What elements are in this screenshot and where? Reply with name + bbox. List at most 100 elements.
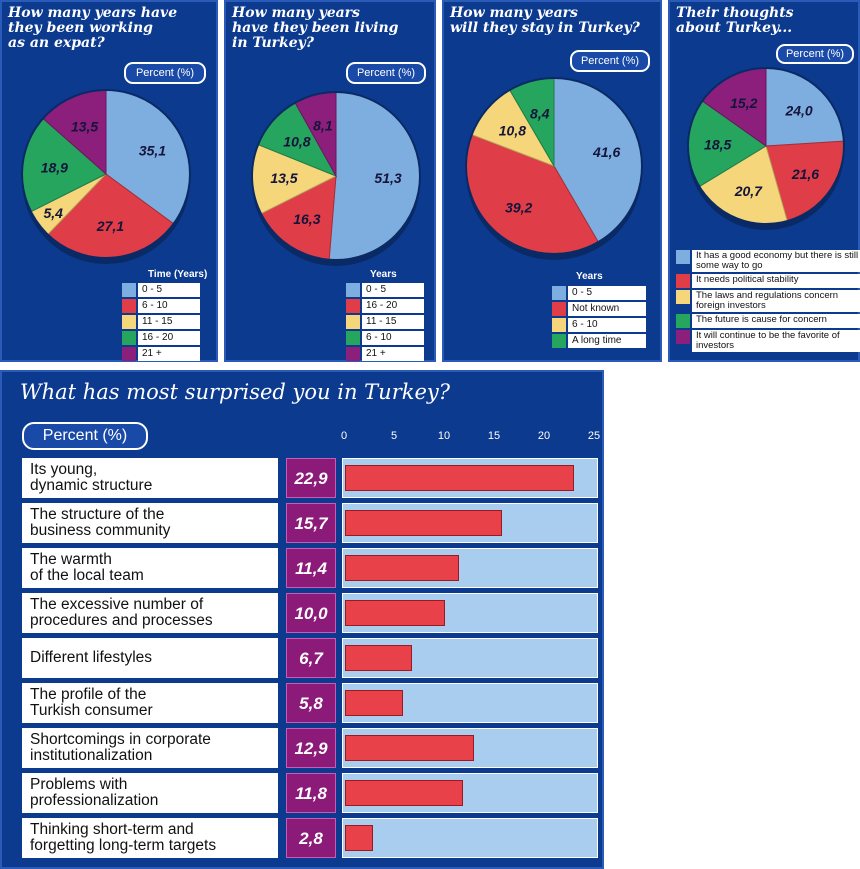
pie-slice-label: 20,7 xyxy=(734,183,763,199)
percent-pill: Percent (%) xyxy=(346,62,426,84)
pie-slice-label: 10,8 xyxy=(283,134,310,150)
bar-track xyxy=(342,593,598,633)
bar-value-label: 2,8 xyxy=(286,818,336,858)
pie-panel-living-years: How many years have they been living in … xyxy=(224,0,436,362)
bar-track xyxy=(342,638,598,678)
pie-slice-label: 13,5 xyxy=(71,119,98,135)
legend-item: The laws and regulations concern foreign… xyxy=(676,290,860,312)
legend-item: It will continue to be the favorite of i… xyxy=(676,330,860,352)
legend-label: It has a good economy but there is still… xyxy=(692,250,860,272)
legend-label: It will continue to be the favorite of i… xyxy=(692,330,860,352)
legend-label: Not known xyxy=(568,302,646,316)
bar-category-label: The structure of the business community xyxy=(22,503,278,543)
pie-slice-label: 35,1 xyxy=(139,143,166,159)
legend-item: 11 - 15 xyxy=(346,315,424,329)
legend-label: 11 - 15 xyxy=(362,315,424,329)
pie-slice-label: 39,2 xyxy=(505,200,532,216)
pie-chart-thoughts: 24,0 21,6 20,7 18,5 15,2 xyxy=(687,67,845,230)
legend-item: 0 - 5 xyxy=(552,286,646,300)
pie-panel-thoughts: Their thoughts about Turkey... Percent (… xyxy=(668,0,860,362)
legend: It has a good economy but there is still… xyxy=(676,250,860,354)
bar-category-label: The excessive number of procedures and p… xyxy=(22,593,278,633)
legend-swatch xyxy=(346,331,360,345)
legend-label: 21 + xyxy=(362,347,424,361)
legend-swatch xyxy=(676,330,690,344)
bar-category-label: The warmth of the local team xyxy=(22,548,278,588)
legend-swatch xyxy=(122,331,136,345)
legend: 0 - 5 Not known 6 - 10 A long time xyxy=(552,286,646,350)
legend-item: It needs political stability xyxy=(676,274,860,288)
pie-outline xyxy=(251,91,421,261)
bar-track xyxy=(342,728,598,768)
bar-value-label: 12,9 xyxy=(286,728,336,768)
pie-chart-work-years: 35,1 27,1 5,4 18,9 13,5 xyxy=(21,89,191,264)
pie-slice-label: 51,3 xyxy=(374,170,401,186)
pie-title: How many years will they stay in Turkey? xyxy=(450,5,640,36)
legend-title: Years xyxy=(370,269,397,280)
bar xyxy=(345,825,373,851)
pie-slice-label: 5,4 xyxy=(44,205,64,221)
legend-swatch xyxy=(552,318,566,332)
axis-tick-label: 10 xyxy=(437,430,451,442)
pie-slice-label: 21,6 xyxy=(791,166,819,182)
legend-item: Not known xyxy=(552,302,646,316)
legend-label: 6 - 10 xyxy=(568,318,646,332)
legend-swatch xyxy=(346,299,360,313)
pie-slice-label: 41,6 xyxy=(592,144,620,160)
bar xyxy=(345,735,474,761)
bar xyxy=(345,780,463,806)
bar xyxy=(345,465,574,491)
legend-label: The laws and regulations concern foreign… xyxy=(692,290,860,312)
axis-tick-label: 5 xyxy=(390,430,398,442)
legend-label: It needs political stability xyxy=(692,274,860,288)
legend-label: 6 - 10 xyxy=(362,331,424,345)
bar xyxy=(345,690,403,716)
legend-title: Time (Years) xyxy=(148,269,208,280)
bar-value-label: 5,8 xyxy=(286,683,336,723)
pie-outline xyxy=(687,67,845,225)
pie-panel-work-years: How many years have they been working as… xyxy=(0,0,218,362)
legend-swatch xyxy=(552,286,566,300)
pie-outline xyxy=(465,77,643,255)
legend-label: 16 - 20 xyxy=(362,299,424,313)
bar-track xyxy=(342,773,598,813)
legend-item: A long time xyxy=(552,334,646,348)
pie-title: Their thoughts about Turkey... xyxy=(676,5,794,36)
bar-chart-title: What has most surprised you in Turkey? xyxy=(20,380,451,404)
bar-category-label: The profile of the Turkish consumer xyxy=(22,683,278,723)
bar-track xyxy=(342,503,598,543)
percent-pill: Percent (%) xyxy=(776,44,854,64)
pie-slice-label: 8,1 xyxy=(313,118,333,134)
bar-value-label: 6,7 xyxy=(286,638,336,678)
legend-label: 0 - 5 xyxy=(138,283,200,297)
legend-item: 16 - 20 xyxy=(122,331,200,345)
percent-pill: Percent (%) xyxy=(124,62,206,84)
pie-slice-label: 18,5 xyxy=(704,136,731,152)
axis-tick-label: 15 xyxy=(487,430,501,442)
percent-pill: Percent (%) xyxy=(22,422,148,450)
pie-slice-label: 27,1 xyxy=(96,218,124,234)
legend-swatch xyxy=(122,283,136,297)
legend-swatch xyxy=(346,315,360,329)
bar xyxy=(345,510,502,536)
legend: 0 - 5 6 - 10 11 - 15 16 - 20 21 + xyxy=(122,283,200,363)
legend-swatch xyxy=(122,299,136,313)
legend-swatch xyxy=(122,315,136,329)
pie-slice-label: 18,9 xyxy=(41,159,68,175)
bar-track xyxy=(342,818,598,858)
legend-item: 11 - 15 xyxy=(122,315,200,329)
legend-label: 16 - 20 xyxy=(138,331,200,345)
legend-swatch xyxy=(676,290,690,304)
pie-title: How many years have they been working as… xyxy=(8,5,178,51)
bar-value-label: 10,0 xyxy=(286,593,336,633)
pie-panel-stay-years: How many years will they stay in Turkey?… xyxy=(442,0,662,362)
percent-pill: Percent (%) xyxy=(570,50,650,72)
legend-title: Years xyxy=(576,271,603,282)
bar-track xyxy=(342,458,598,498)
legend: 0 - 5 16 - 20 11 - 15 6 - 10 21 + xyxy=(346,283,424,363)
pie-chart-living-years: 51,3 16,3 13,5 10,88,1 xyxy=(251,91,421,266)
pie-slice-label: 16,3 xyxy=(293,211,320,227)
bar-value-label: 15,7 xyxy=(286,503,336,543)
legend-label: 0 - 5 xyxy=(362,283,424,297)
legend-item: The future is cause for concern xyxy=(676,314,860,328)
